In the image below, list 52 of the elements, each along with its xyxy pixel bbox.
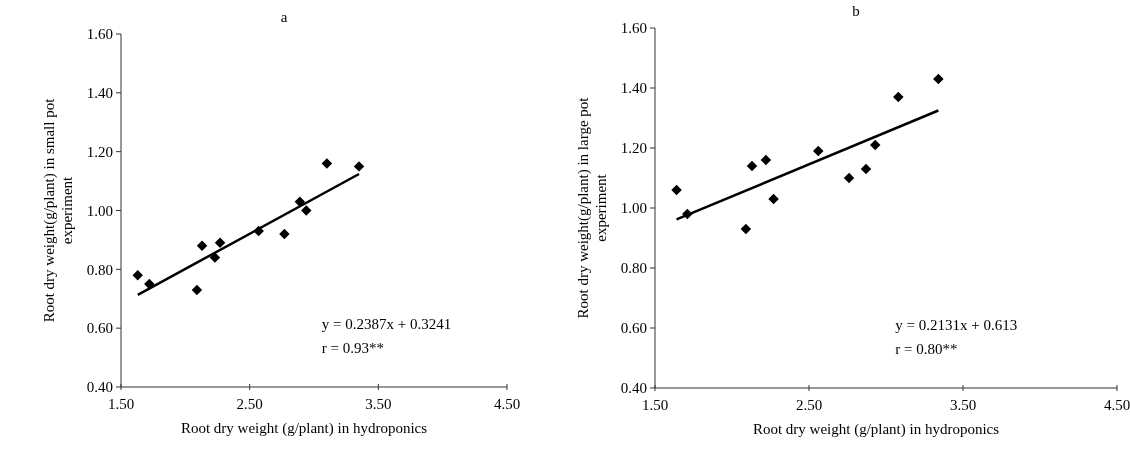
point xyxy=(813,145,824,157)
point xyxy=(132,269,143,281)
y-tick-label: 1.00 xyxy=(86,202,113,219)
y-tick-label: 0.60 xyxy=(620,320,647,337)
y-axis-title: Root dry weight(g/plant) in small pot experiment xyxy=(41,97,75,323)
point xyxy=(191,284,203,296)
x-tick-label: 3.50 xyxy=(365,396,392,412)
y-tick-label: 1.40 xyxy=(86,85,113,102)
y-tick-label: 1.00 xyxy=(620,200,647,217)
point xyxy=(321,158,333,169)
y-tick-label: 1.60 xyxy=(620,20,647,37)
y-tick-label: 0.40 xyxy=(620,380,647,397)
point xyxy=(301,205,312,216)
point xyxy=(740,223,752,235)
point xyxy=(893,91,904,103)
point xyxy=(353,161,365,172)
point xyxy=(768,193,779,205)
y-tick-label: 1.20 xyxy=(620,140,647,157)
point xyxy=(746,160,758,172)
x-tick-label: 2.50 xyxy=(795,397,823,413)
x-tick-label: 4.50 xyxy=(1103,397,1130,413)
point xyxy=(933,73,944,85)
point xyxy=(279,228,290,240)
x-tick-label: 1.50 xyxy=(641,397,669,413)
point xyxy=(760,154,772,166)
x-axis-title: Root dry weight (g/plant) in hydroponics xyxy=(752,421,1000,438)
y-tick-label: 0.60 xyxy=(86,320,113,337)
annotation: y = 0.2387x + 0.3241 xyxy=(321,316,452,332)
point xyxy=(843,172,855,184)
x-axis-title: Root dry weight (g/plant) in hydroponics xyxy=(180,420,428,437)
annotation: y = 0.2131x + 0.613 xyxy=(895,317,1018,333)
chart-title: b xyxy=(852,3,860,19)
point xyxy=(196,240,208,252)
x-tick-label: 4.50 xyxy=(493,396,521,412)
y-tick-label: 0.80 xyxy=(620,260,647,277)
annotation: r = 0.93** xyxy=(321,340,384,356)
x-tick-label: 2.50 xyxy=(236,396,263,412)
y-tick-label: 0.40 xyxy=(86,379,113,396)
point xyxy=(294,196,306,207)
chart-title: a xyxy=(280,9,288,25)
y-axis-title: Root dry weight(g/plant) in large pot experiment xyxy=(575,96,609,319)
point xyxy=(671,184,682,196)
y-tick-label: 1.40 xyxy=(620,80,647,97)
point xyxy=(860,163,872,175)
x-tick-label: 1.50 xyxy=(107,396,135,412)
y-tick-label: 1.20 xyxy=(86,143,113,160)
point xyxy=(869,139,881,151)
point xyxy=(214,237,226,249)
y-tick-label: 1.60 xyxy=(86,26,113,43)
y-tick-label: 0.80 xyxy=(86,261,113,278)
x-tick-label: 3.50 xyxy=(949,397,977,413)
annotation: r = 0.80** xyxy=(895,341,958,357)
